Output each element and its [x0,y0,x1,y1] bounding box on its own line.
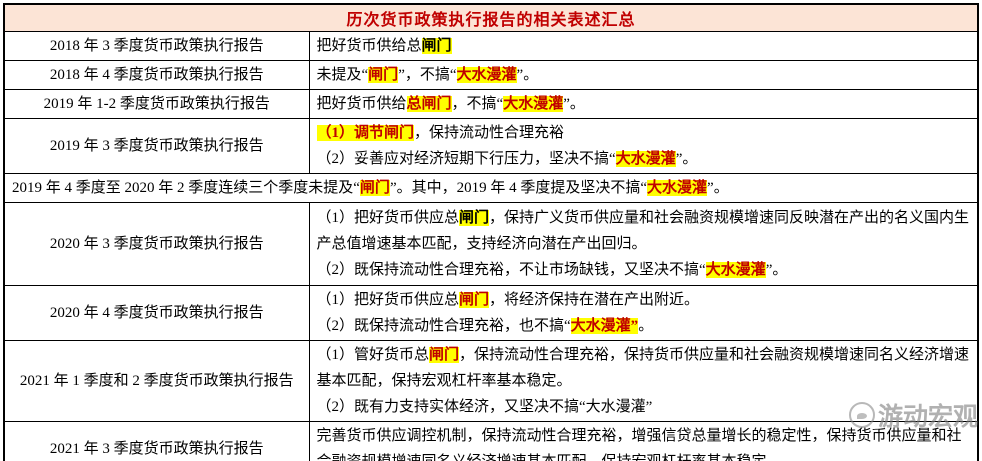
text-segment: （2）既保持流动性合理充裕，不让市场缺钱，又坚决不搞“ [316,262,706,278]
text-segment: 2019 年 4 季度至 2020 年 2 季度连续三个季度未提及“ [12,180,360,196]
report-name-cell: 2021 年 1 季度和 2 季度货币政策执行报告 [3,340,310,422]
text-segment: 把好货币供给总 [316,38,422,54]
report-text-cell: 完善货币供应调控机制，保持流动性合理充裕，增强信贷总量增长的稳定性，保持货币供应… [308,421,979,461]
text-segment: （1）管好货币总 [316,347,430,363]
report-paragraph: （1）调节闸门，保持流动性合理充裕 [316,120,971,146]
highlight-keyword: 大水漫灌 [615,151,676,167]
highlight-keyword: 闸门 [429,347,460,363]
report-name-cell: 2018 年 4 季度货币政策执行报告 [3,60,310,90]
report-name-cell: 2020 年 4 季度货币政策执行报告 [3,285,310,341]
text-segment: ”，不搞“ [398,67,457,83]
report-name-cell: 2019 年 3 季度货币政策执行报告 [3,118,310,174]
report-text-cell: （1）把好货币供应总闸门，保持广义货币供应量和社会融资规模增速同反映潜在产出的名… [308,202,979,286]
text-segment: ”。其中，2019 年 4 季度提及坚决不搞“ [389,180,648,196]
text-segment: ，保持流动性合理充裕，保持货币供应量和社会融资规模增速同名义经济增速基本匹配，保… [316,347,970,389]
highlight-keyword: 闸门 [359,180,390,196]
text-segment: 完善货币供应调控机制，保持流动性合理充裕，增强信贷总量增长的稳定性，保持货币供应… [316,428,962,461]
text-segment: ，将经济保持在潜在产出附近。 [489,292,700,308]
report-text-cell: （1）管好货币总闸门，保持流动性合理充裕，保持货币供应量和社会融资规模增速同名义… [308,340,979,422]
text-segment: ”。 [563,96,585,112]
report-paragraph: 完善货币供应调控机制，保持流动性合理充裕，增强信贷总量增长的稳定性，保持货币供应… [317,423,971,461]
report-paragraph: 把好货币供给总闸门 [317,33,971,59]
report-row: 2020 年 4 季度货币政策执行报告 （1）把好货币供应总闸门，将经济保持在潜在… [3,285,979,341]
report-row: 2018 年 3 季度货币政策执行报告 把好货币供给总闸门 [3,31,979,61]
text-segment: ”。 [516,67,539,83]
text-segment: （1）把好货币供应总 [316,292,460,308]
report-name-cell: 2020 年 3 季度货币政策执行报告 [3,202,310,286]
text-segment: ”。 [675,151,698,167]
highlight-keyword: 大水漫灌” [570,318,639,334]
highlight-keyword: 闸门 [421,38,452,54]
text-segment: ”。 [707,180,729,196]
report-paragraph: 把好货币供给总闸门，不搞“大水漫灌”。 [317,91,971,117]
report-text-cell: 把好货币供给总闸门 [308,31,979,61]
highlight-keyword: 总闸门 [406,96,452,112]
report-row: 2019 年 3 季度货币政策执行报告 （1）调节闸门，保持流动性合理充裕 （2）妥… [3,118,979,174]
highlight-keyword: 闸门 [459,292,490,308]
highlight-keyword: 闸门 [368,67,399,83]
report-text-cell: 未提及“闸门”，不搞“大水漫灌”。 [308,60,979,90]
report-row: 2021 年 1 季度和 2 季度货币政策执行报告 （1）管好货币总闸门，保持流动… [3,340,979,422]
text-segment: ，保持广义货币供应量和社会融资规模增速同反映潜在产出的名义国内生产总值增速基本匹… [316,210,970,252]
report-paragraph: （2）既有力支持实体经济，又坚决不搞“大水漫灌” [317,394,971,420]
report-row: 2020 年 3 季度货币政策执行报告 （1）把好货币供应总闸门，保持广义货币供应… [3,202,979,286]
text-segment: ，不搞“ [451,96,504,112]
highlight-keyword: 闸门 [459,210,490,226]
report-name-cell: 2019 年 1-2 季度货币政策执行报告 [3,89,310,119]
report-text-cell: 把好货币供给总闸门，不搞“大水漫灌”。 [308,89,979,119]
highlight-keyword: 大水漫灌 [705,262,766,278]
report-name-cell: 2018 年 3 季度货币政策执行报告 [3,31,310,61]
report-text-cell: （1）把好货币供应总闸门，将经济保持在潜在产出附近。 （2）既保持流动性合理充裕，… [308,285,979,341]
text-segment: （2）妥善应对经济短期下行压力，坚决不搞“ [316,151,616,167]
text-segment: （2）既有力支持实体经济，又坚决不搞“大水漫灌” [316,399,653,415]
report-paragraph: 2019 年 4 季度至 2020 年 2 季度连续三个季度未提及“闸门”。其中… [12,175,970,201]
text-segment: ”。 [765,262,788,278]
text-segment: （2）既保持流动性合理充裕，也不搞“ [316,318,571,334]
report-paragraph: （2）既保持流动性合理充裕，不让市场缺钱，又坚决不搞“大水漫灌”。 [317,257,971,283]
highlight-keyword: 大水漫灌 [647,180,708,196]
report-paragraph: （2）既保持流动性合理充裕，也不搞“大水漫灌”。 [317,313,971,339]
policy-report-table: 历次货币政策执行报告的相关表述汇总 2018 年 3 季度货币政策执行报告 把好货… [3,3,979,461]
highlight-keyword: （1）调节闸门 [316,125,415,141]
text-segment: ，保持流动性合理充裕 [414,125,565,141]
highlight-keyword: 大水漫灌 [456,67,517,83]
report-table-body: 2018 年 3 季度货币政策执行报告 把好货币供给总闸门 2018 年 4 季度货… [3,31,979,461]
report-paragraph: 未提及“闸门”，不搞“大水漫灌”。 [317,62,971,88]
text-segment: 未提及“ [316,67,369,83]
report-paragraph: （2）妥善应对经济短期下行压力，坚决不搞“大水漫灌”。 [317,146,971,172]
report-row: 2018 年 4 季度货币政策执行报告 未提及“闸门”，不搞“大水漫灌”。 [3,60,979,90]
text-segment: （1）把好货币供应总 [316,210,460,226]
table-title-row: 历次货币政策执行报告的相关表述汇总 [3,3,979,32]
text-segment: 。 [638,318,654,334]
report-text-cell: （1）调节闸门，保持流动性合理充裕 （2）妥善应对经济短期下行压力，坚决不搞“大水… [308,118,979,174]
report-paragraph: （1）管好货币总闸门，保持流动性合理充裕，保持货币供应量和社会融资规模增速同名义… [317,342,971,394]
report-paragraph: （1）把好货币供应总闸门，保持广义货币供应量和社会融资规模增速同反映潜在产出的名… [317,205,971,257]
report-row: 2021 年 3 季度货币政策执行报告 完善货币供应调控机制，保持流动性合理充裕，… [3,421,979,461]
text-segment: 把好货币供给 [316,96,407,112]
table-title: 历次货币政策执行报告的相关表述汇总 [3,3,979,32]
report-paragraph: （1）把好货币供应总闸门，将经济保持在潜在产出附近。 [317,287,971,313]
report-row: 2019 年 1-2 季度货币政策执行报告 把好货币供给总闸门，不搞“大水漫灌”。 [3,89,979,119]
report-row: 2019 年 4 季度至 2020 年 2 季度连续三个季度未提及“闸门”。其中… [3,173,979,203]
report-span-cell: 2019 年 4 季度至 2020 年 2 季度连续三个季度未提及“闸门”。其中… [3,173,979,203]
highlight-keyword: 大水漫灌 [503,96,564,112]
report-name-cell: 2021 年 3 季度货币政策执行报告 [3,421,310,461]
